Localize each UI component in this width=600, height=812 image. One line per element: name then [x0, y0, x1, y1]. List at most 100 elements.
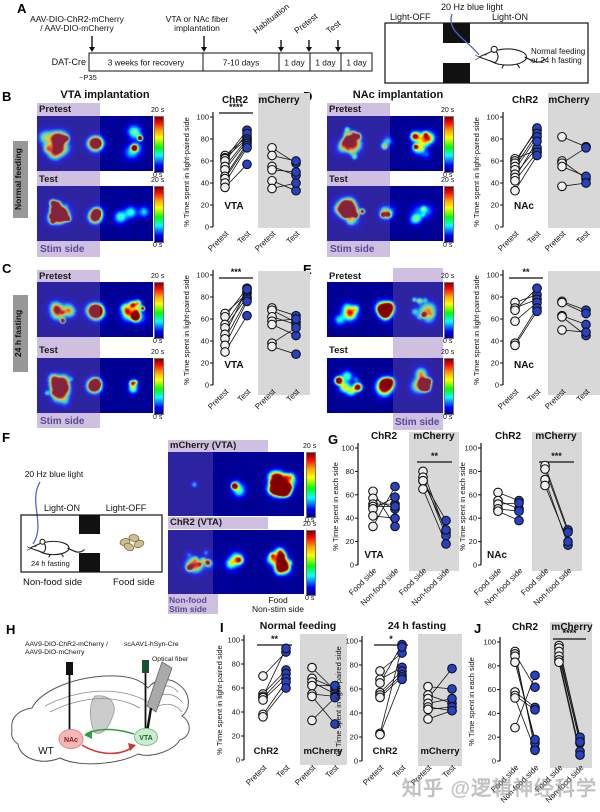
c-pretest-label: Pretest — [39, 271, 72, 282]
panel-label-b: B — [2, 89, 12, 104]
svg-text:****: **** — [562, 628, 577, 638]
svg-text:% Time spent in each side: % Time spent in each side — [331, 462, 340, 551]
svg-text:100: 100 — [345, 637, 358, 646]
colorbar-max-c-pretest: 20 s — [151, 273, 165, 280]
heatmap-c-test — [37, 358, 153, 413]
svg-text:Non-food side: Non-food side — [23, 577, 82, 588]
svg-text:60: 60 — [491, 157, 499, 166]
heatmap-d-test — [327, 186, 443, 241]
svg-text:0: 0 — [350, 561, 354, 570]
b-stim-side-label: Stim side — [40, 244, 85, 255]
stim-label-bg-f — [168, 594, 218, 614]
svg-text:80: 80 — [491, 293, 499, 302]
svg-text:40: 40 — [469, 514, 477, 523]
stim-side-overlay-b-test — [37, 186, 100, 241]
svg-text:Pretest: Pretest — [543, 229, 568, 254]
svg-text:40: 40 — [232, 708, 240, 717]
svg-text:100: 100 — [486, 271, 499, 280]
svg-text:100: 100 — [196, 271, 209, 280]
svg-text:ChR2: ChR2 — [495, 431, 522, 442]
heatmap-c-pretest — [37, 282, 153, 337]
svg-text:0: 0 — [354, 757, 358, 766]
stim-side-overlay-c-pretest — [37, 282, 100, 337]
f-chr2-heatmap-title: ChR2 (VTA) — [168, 517, 268, 529]
svg-text:ChR2: ChR2 — [512, 622, 539, 633]
stim-side-overlay-b-pretest — [37, 116, 100, 171]
svg-text:0: 0 — [495, 223, 499, 232]
svg-text:0: 0 — [495, 381, 499, 390]
svg-text:implantation: implantation — [174, 23, 220, 33]
svg-text:20: 20 — [469, 537, 477, 546]
svg-text:NAc: NAc — [64, 737, 78, 744]
svg-text:40: 40 — [488, 709, 496, 718]
svg-text:Pretest: Pretest — [206, 387, 231, 412]
panel-b-title: VTA implantation — [60, 89, 150, 101]
svg-text:0: 0 — [205, 381, 209, 390]
svg-text:~P35: ~P35 — [79, 73, 97, 82]
panel-label-c: C — [2, 261, 12, 276]
svg-text:Normal feeding: Normal feeding — [260, 620, 336, 632]
svg-text:100: 100 — [483, 638, 496, 647]
f-mcherry-heatmap-title: mCherry (VTA) — [168, 440, 268, 452]
svg-text:ChR2: ChR2 — [371, 431, 398, 442]
svg-text:**: ** — [431, 451, 439, 461]
svg-text:Test: Test — [285, 229, 302, 246]
svg-text:100: 100 — [464, 444, 477, 453]
svg-text:80: 80 — [201, 135, 209, 144]
heatmap-b-pretest — [37, 116, 153, 171]
colorbar-c-test — [154, 358, 164, 415]
svg-text:****: **** — [229, 102, 244, 112]
svg-text:Pretest: Pretest — [253, 229, 278, 254]
svg-text:mCherry: mCherry — [551, 622, 593, 633]
svg-text:24 h fasting: 24 h fasting — [388, 620, 446, 632]
svg-text:/ AAV-DIO-mCherry: / AAV-DIO-mCherry — [40, 23, 114, 33]
svg-text:VTA: VTA — [224, 360, 243, 371]
colorbar-max-b-pretest: 20 s — [151, 107, 165, 114]
colorbar-e-pretest — [444, 282, 454, 339]
svg-text:% Time spent in light-paired s: % Time spent in light-paired side — [182, 117, 191, 227]
svg-text:Food side: Food side — [113, 577, 155, 588]
heatmap-e-test — [327, 358, 443, 413]
svg-text:80: 80 — [346, 467, 354, 476]
colorbar-min-b-test: 0 s — [153, 242, 163, 249]
svg-text:Normal feeding: Normal feeding — [531, 47, 585, 56]
heatmap-e-pretest — [327, 282, 443, 337]
svg-text:Test: Test — [275, 763, 292, 780]
svg-text:40: 40 — [350, 709, 358, 718]
svg-text:1 day: 1 day — [315, 58, 336, 68]
svg-text:mCherry: mCherry — [258, 95, 300, 106]
panel-label-a: A — [17, 1, 27, 16]
svg-text:0: 0 — [492, 757, 496, 766]
b-pretest-label: Pretest — [39, 104, 72, 115]
svg-text:Pretest: Pretest — [496, 387, 521, 412]
stim-side-overlay-f-chr2 — [168, 530, 213, 594]
svg-text:ChR2: ChR2 — [512, 95, 539, 106]
svg-text:% Time spent in light-paired s: % Time spent in light-paired side — [334, 646, 343, 756]
colorbar-max-e-pretest: 20 s — [441, 273, 455, 280]
colorbar-b-pretest — [154, 116, 164, 173]
svg-text:DAT-Cre: DAT-Cre — [52, 57, 86, 67]
stim-side-overlay-f-mcherry — [168, 452, 213, 516]
colorbar-max-e-test: 20 s — [441, 349, 455, 356]
svg-text:mCherry: mCherry — [420, 746, 460, 757]
colorbar-f-chr2 — [306, 530, 316, 596]
panel-label-j: J — [474, 621, 482, 636]
colorbar-max-b-test: 20 s — [151, 177, 165, 184]
scatter-plot-C: 0 20 40 60 80 100 % Time spent in light-paired… — [182, 267, 310, 412]
svg-text:Pretest: Pretest — [361, 763, 386, 788]
svg-text:20: 20 — [346, 537, 354, 546]
svg-text:VTA: VTA — [139, 735, 152, 742]
c-stim-side-label: Stim side — [40, 416, 85, 427]
svg-text:ChR2: ChR2 — [254, 746, 279, 757]
colorbar-min-b-pretest: 0 s — [153, 172, 163, 179]
svg-text:scAAV1-hSyn-Cre: scAAV1-hSyn-Cre — [124, 641, 179, 648]
heatmap-b-test — [37, 186, 153, 241]
svg-text:Light-ON: Light-ON — [44, 503, 80, 513]
svg-text:40: 40 — [346, 514, 354, 523]
b-test-label: Test — [39, 174, 58, 185]
svg-text:mCherry: mCherry — [548, 95, 590, 106]
svg-text:Test: Test — [236, 387, 253, 404]
scatter-plot-B: 0 20 40 60 80 100 % Time spent in light-paired… — [182, 93, 310, 254]
svg-text:***: *** — [231, 267, 242, 277]
